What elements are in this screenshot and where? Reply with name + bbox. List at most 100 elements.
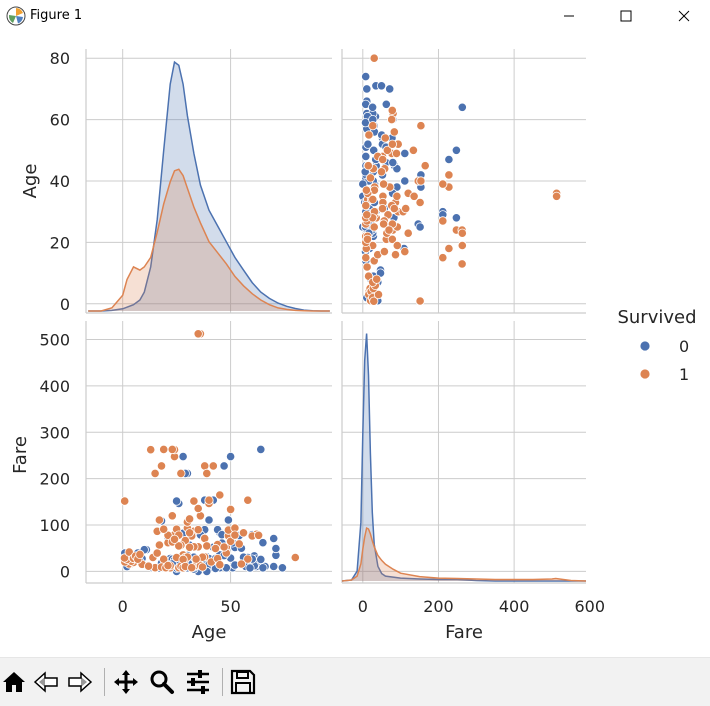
scatter-survived-0-point xyxy=(400,148,410,158)
scatter-survived-1-point xyxy=(185,542,195,552)
scatter-survived-1-point xyxy=(387,139,397,149)
matplotlib-app-icon xyxy=(6,6,26,26)
scatter-survived-1-point xyxy=(391,148,402,158)
scatter-survived-1-point xyxy=(208,461,218,471)
scatter-survived-1-point xyxy=(156,461,167,471)
scatter-survived-1-point xyxy=(167,511,177,521)
scatter-survived-0-point xyxy=(204,515,214,525)
kde-age-survived-1-fill xyxy=(88,169,330,311)
scatter-survived-1-point xyxy=(159,524,169,534)
x-tick-label: 0 xyxy=(118,597,128,616)
scatter-survived-1-point xyxy=(119,553,130,563)
scatter-survived-1-point xyxy=(363,161,373,171)
scatter-survived-1-point xyxy=(408,145,418,155)
scatter-survived-0-point xyxy=(400,176,410,186)
scatter-survived-1-point xyxy=(378,219,389,229)
scatter-survived-1-point xyxy=(187,563,197,573)
toolbar-separator xyxy=(222,668,223,696)
scatter-survived-0-point xyxy=(457,102,467,112)
scatter-survived-0-point xyxy=(363,139,373,149)
scatter-survived-1-point xyxy=(144,561,154,571)
scatter-survived-1-point xyxy=(200,461,210,471)
scatter-survived-1-point xyxy=(193,503,203,514)
scatter-survived-1-point xyxy=(362,262,372,272)
scatter-survived-1-point xyxy=(361,201,371,211)
scatter-survived-0-point xyxy=(381,99,391,109)
y-tick-label: 300 xyxy=(39,423,70,442)
y-tick-label: 500 xyxy=(39,331,70,350)
zoom-button[interactable] xyxy=(148,668,176,696)
scatter-survived-1-point xyxy=(193,525,203,535)
x-tick-label: 200 xyxy=(423,597,454,616)
scatter-survived-0-point xyxy=(451,145,461,155)
scatter-survived-1-point xyxy=(362,234,373,244)
scatter-survived-1-point xyxy=(163,560,173,571)
scatter-survived-1-point xyxy=(387,105,397,116)
home-button[interactable] xyxy=(0,668,28,696)
scatter-survived-0-point xyxy=(277,563,287,573)
scatter-survived-1-point xyxy=(416,121,426,131)
scatter-survived-1-point xyxy=(369,222,379,232)
x-tick-label: 600 xyxy=(575,597,606,616)
scatter-survived-1-point xyxy=(191,554,201,564)
scatter-survived-1-point xyxy=(389,127,399,137)
maximize-icon xyxy=(620,10,632,22)
kde-age-survived-1-line xyxy=(88,168,330,312)
legend-marker-survived-0 xyxy=(639,340,651,352)
scatter-survived-0-point xyxy=(258,563,268,573)
window-title: Figure 1 xyxy=(30,8,83,23)
scatter-survived-0-point xyxy=(219,461,229,471)
figure-canvas[interactable]: 0 20 40 60 80 0 100 200 300 400 500 0 50 0 200 400 600 Ag… xyxy=(0,32,710,657)
scatter-survived-1-point xyxy=(401,204,411,214)
scatter-survived-1-point xyxy=(415,197,425,208)
scatter-survived-1-point xyxy=(378,154,388,165)
scatter-survived-0-point xyxy=(245,563,255,573)
scatter-survived-1-point xyxy=(387,115,397,125)
scatter-survived-1-point xyxy=(378,179,389,189)
back-button[interactable] xyxy=(32,668,60,696)
scatter-survived-1-point xyxy=(154,540,164,550)
scatter-survived-0-point xyxy=(256,444,266,454)
scatter-survived-1-point xyxy=(189,496,199,506)
x-tick-label: 0 xyxy=(358,597,368,616)
y-tick-label: 100 xyxy=(39,516,70,535)
configure-subplots-button[interactable] xyxy=(184,668,212,696)
scatter-survived-1-point xyxy=(361,185,371,195)
scatter-survived-1-point xyxy=(150,468,160,478)
scatter-survived-1-point xyxy=(169,534,180,544)
scatter-survived-1-point xyxy=(457,240,467,251)
minimize-button[interactable] xyxy=(546,0,592,32)
panel-background xyxy=(342,321,586,583)
kde-fare-survived-0-fill xyxy=(342,333,586,581)
scatter-survived-1-point xyxy=(210,543,221,554)
scatter-survived-0-point xyxy=(367,102,378,112)
scatter-survived-1-point xyxy=(372,274,382,284)
scatter-survived-0-point xyxy=(269,561,279,572)
scatter-survived-0-point xyxy=(444,154,454,165)
scatter-survived-1-point xyxy=(243,554,253,564)
scatter-survived-0-point xyxy=(361,151,371,161)
scatter-survived-0-point xyxy=(258,538,268,548)
maximize-button[interactable] xyxy=(603,0,649,32)
scatter-survived-1-point xyxy=(376,167,387,177)
forward-button[interactable] xyxy=(66,668,94,696)
close-button[interactable] xyxy=(661,0,707,32)
kde-fare-survived-0-line xyxy=(341,333,586,582)
pan-button[interactable] xyxy=(112,668,140,696)
scatter-survived-1-point xyxy=(135,549,145,560)
scatter-survived-0-point xyxy=(361,72,371,82)
scatter-survived-1-point xyxy=(254,530,264,540)
scatter-survived-1-point xyxy=(243,495,253,505)
scatter-survived-1-point xyxy=(551,191,562,201)
scatter-survived-0-point xyxy=(451,213,461,223)
scatter-survived-1-point xyxy=(438,179,448,189)
save-button[interactable] xyxy=(229,668,257,696)
x-tick-label: 400 xyxy=(499,597,530,616)
scatter-survived-1-point xyxy=(400,247,410,257)
x-tick-label: 50 xyxy=(220,597,240,616)
y-tick-label: 60 xyxy=(50,111,70,130)
scatter-survived-1-point xyxy=(409,191,419,201)
scatter-survived-1-point xyxy=(380,133,390,143)
kde-fare-survived-1-line xyxy=(341,527,587,582)
